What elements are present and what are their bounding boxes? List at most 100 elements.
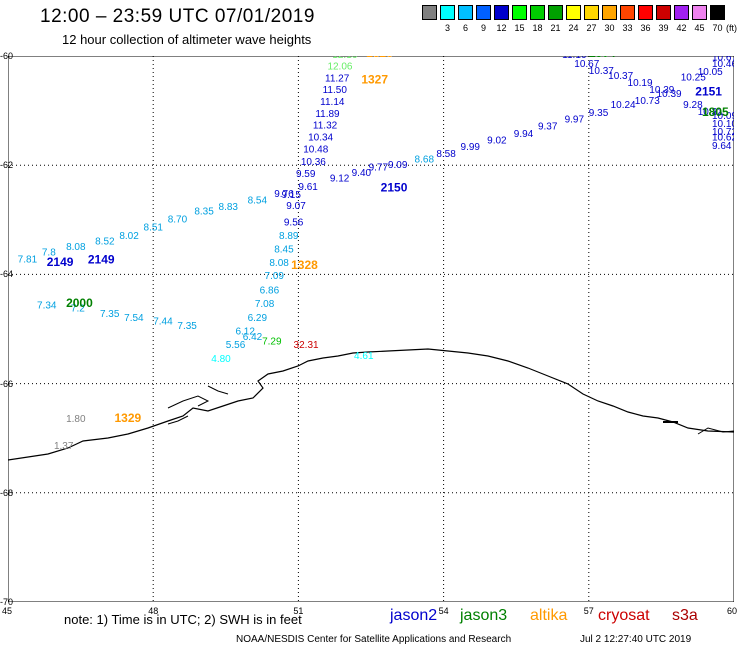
scale-label: 27 [586, 23, 597, 33]
scale-label: 30 [604, 23, 615, 33]
pass-number: 2000 [66, 296, 93, 310]
pass-number: 1329 [114, 411, 141, 425]
scale-label: 39 [658, 23, 669, 33]
wave-height-value: 7.08 [255, 299, 275, 310]
scale-swatch [710, 5, 725, 20]
longitude-label: 51 [293, 606, 304, 616]
wave-height-value: 9.97 [565, 115, 585, 126]
satellite-legend-altika: altika [530, 607, 568, 624]
wave-height-value: 9.64 [712, 141, 732, 152]
wave-height-value: 8.70 [168, 215, 188, 226]
wave-height-value: 10.48 [303, 145, 328, 156]
scale-swatch [422, 5, 437, 20]
scale-swatch [566, 5, 581, 20]
pass-number: 2151 [695, 84, 722, 98]
map-frame [8, 56, 734, 602]
wave-height-value: 11.50 [323, 85, 348, 96]
wave-height-value: 6.86 [260, 286, 280, 297]
wave-height-value: 1.80 [66, 414, 86, 425]
pass-number: 1328 [291, 258, 318, 272]
wave-height-value: 10.25 [681, 73, 706, 84]
scale-swatch [620, 5, 635, 20]
scale-label: 15 [514, 23, 525, 33]
scale-label: 18 [532, 23, 543, 33]
wave-height-value: 8.08 [66, 242, 86, 253]
wave-height-value: 7.54 [124, 313, 144, 324]
page-title: 12:00 – 23:59 UTC 07/01/2019 [40, 6, 315, 27]
coast-fragment [697, 427, 734, 435]
wave-height-value: 11.89 [315, 109, 340, 120]
scale-swatch [530, 5, 545, 20]
wave-height-value: 9.94 [514, 129, 534, 140]
scale-swatch [602, 5, 617, 20]
wave-height-value: 8.54 [248, 195, 268, 206]
longitude-label: 45 [2, 606, 13, 616]
wave-height-value: 9.76 [274, 189, 294, 200]
wave-height-value: 8.45 [274, 245, 294, 256]
altimeter-map: 12.1612.0611.2711.5011.1411.8911.3210.34… [8, 56, 734, 602]
scale-label: 42 [676, 23, 687, 33]
latitude-label: -60 [0, 51, 14, 61]
scale-swatch [692, 5, 707, 20]
scale-swatch [512, 5, 527, 20]
scale-label: 33 [622, 23, 633, 33]
scale-label: 24 [568, 23, 579, 33]
wave-height-value: 8.51 [144, 223, 164, 234]
longitude-label: 48 [148, 606, 159, 616]
scale-swatch [476, 5, 491, 20]
wave-height-value: 6.42 [243, 332, 263, 343]
wave-height-value: 9.28 [683, 100, 703, 111]
wave-height-value: 10.19 [628, 78, 653, 89]
longitude-label: 54 [438, 606, 449, 616]
wave-height-value: 6.12 [235, 326, 255, 337]
wave-height-value: 10.73 [635, 96, 660, 107]
wave-height-value: 11.16 [562, 56, 587, 61]
scale-swatch [638, 5, 653, 20]
page-subtitle: 12 hour collection of altimeter wave hei… [62, 32, 312, 47]
wave-height-value: 10.46 [712, 59, 734, 70]
scale-label: 3 [444, 23, 450, 33]
ice-shelf-outline [167, 385, 229, 425]
wave-height-value: 9.61 [298, 182, 318, 193]
wave-height-value: 10.39 [649, 85, 674, 96]
wave-height-value: 6.29 [248, 313, 268, 324]
wave-height-value: 8.68 [415, 154, 435, 165]
scale-swatch [674, 5, 689, 20]
wave-height-value: 10.62 [712, 133, 734, 144]
wave-height-value: 10.37 [608, 71, 633, 82]
wave-height-value: 12.06 [327, 62, 352, 73]
wave-height-value: 8.35 [194, 206, 214, 217]
wave-height-value: 5.56 [226, 340, 246, 351]
wave-height-value: 10.72 [712, 127, 734, 138]
latitude-label: -66 [0, 378, 14, 389]
pass-number: 1327 [361, 72, 388, 86]
wave-height-value: 9.99 [461, 142, 481, 153]
credit-line: NOAA/NESDIS Center for Satellite Applica… [236, 634, 512, 645]
wave-height-value: 11.27 [325, 74, 350, 85]
scale-swatch [440, 5, 455, 20]
latitude-label: -64 [0, 269, 14, 280]
wave-height-value: 9.77 [369, 163, 389, 174]
wave-height-value: 11.32 [313, 121, 338, 132]
pass-number: 1804 [589, 56, 616, 60]
wave-height-value: 12.16 [332, 56, 357, 61]
wave-height-value: 10.10 [712, 119, 734, 130]
scale-swatch [656, 5, 671, 20]
wave-height-value: 10.36 [301, 157, 326, 168]
wave-height-value: 9.09 [388, 160, 408, 171]
pass-number: 1805 [702, 105, 729, 119]
wave-height-value: 7.09 [265, 271, 285, 282]
wave-height-value: 7.34 [37, 300, 57, 311]
latitude-label: -68 [0, 487, 14, 498]
wave-height-value: 8.83 [219, 202, 239, 213]
wave-height-value: 10.67 [712, 56, 734, 63]
wave-height-value: 7.35 [100, 309, 120, 320]
scale-label: 9 [480, 23, 486, 33]
scale-swatch [584, 5, 599, 20]
scale-swatch [494, 5, 509, 20]
longitude-label: 60 [727, 606, 738, 616]
scale-label: 21 [550, 23, 561, 33]
map-graticule [8, 56, 734, 602]
satellite-legend-s3a: s3a [672, 607, 698, 624]
wave-height-value: 9.56 [284, 217, 304, 228]
